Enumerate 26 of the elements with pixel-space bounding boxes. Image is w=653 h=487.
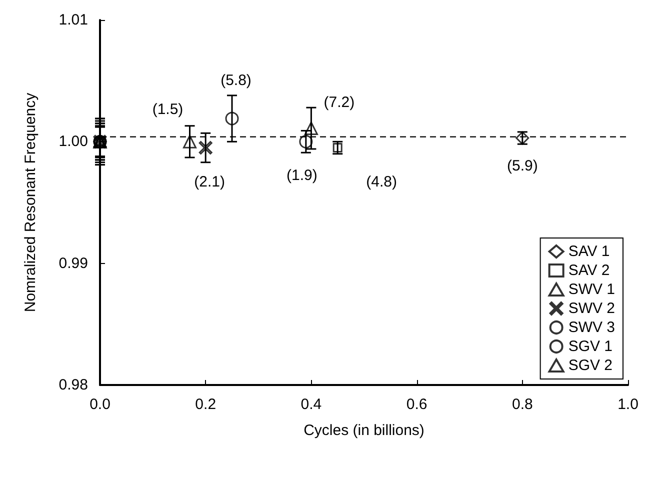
x-tick-label: 0.8 [512, 396, 533, 413]
legend-label: SAV 1 [568, 243, 610, 260]
annotation: (2.1) [194, 173, 226, 190]
legend-label: SAV 2 [568, 262, 610, 279]
y-tick-label: 0.98 [58, 376, 88, 394]
y-tick-label: 1.00 [58, 133, 88, 150]
legend-label: SWV 1 [568, 281, 616, 298]
annotation: (1.5) [152, 101, 184, 118]
y-tick-label: 0.99 [58, 254, 88, 272]
annotation: (4.8) [366, 173, 398, 190]
x-axis-title: Cycles (in billions) [304, 422, 424, 439]
x-tick-label: 0.0 [90, 396, 110, 413]
x-tick-label: 1.0 [618, 396, 638, 413]
x-tick-label: 0.6 [406, 396, 428, 413]
annotation: (7.2) [324, 94, 355, 111]
annotation: (5.9) [506, 158, 538, 175]
legend-label: SWV 2 [568, 300, 616, 317]
annotation: (5.8) [220, 72, 252, 90]
annotation: (1.9) [286, 167, 318, 184]
legend-label: SWV 3 [568, 319, 616, 336]
y-axis-title: Nomralized Resonant Frequency [22, 92, 39, 312]
legend-label: SGV 2 [568, 357, 613, 374]
x-tick-label: 0.2 [195, 396, 216, 413]
x-tick-label: 0.4 [300, 396, 322, 413]
y-tick-label: 1.01 [58, 12, 88, 28]
legend-label: SGV 1 [568, 338, 613, 355]
